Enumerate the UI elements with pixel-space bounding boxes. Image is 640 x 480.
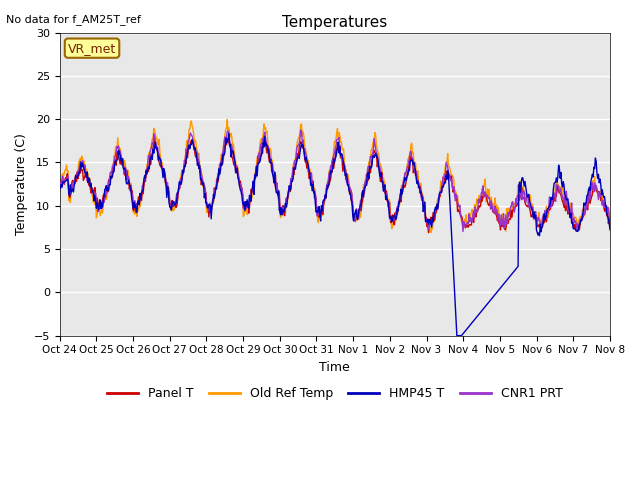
Panel T: [606, 221, 614, 227]
Old Ref Temp: [427, 229, 435, 235]
CNR1 PRT: [459, 228, 467, 234]
HMP45 T: [179, 176, 186, 181]
HMP45 T: [207, 216, 215, 222]
HMP45 T: [453, 333, 461, 338]
CNR1 PRT: [122, 168, 130, 174]
Old Ref Temp: [66, 194, 74, 200]
Panel T: [179, 174, 186, 180]
Panel T: [261, 132, 269, 138]
HMP45 T: [66, 193, 74, 199]
Line: Old Ref Temp: Old Ref Temp: [60, 120, 610, 232]
CNR1 PRT: [297, 127, 305, 133]
X-axis label: Time: Time: [319, 361, 350, 374]
Line: Panel T: Panel T: [60, 135, 610, 233]
Panel T: [207, 204, 215, 210]
Legend: Panel T, Old Ref Temp, HMP45 T, CNR1 PRT: Panel T, Old Ref Temp, HMP45 T, CNR1 PRT: [102, 382, 568, 405]
Panel T: [66, 195, 74, 201]
Old Ref Temp: [606, 222, 614, 228]
HMP45 T: [225, 131, 232, 137]
Title: Temperatures: Temperatures: [282, 15, 387, 30]
Text: VR_met: VR_met: [68, 42, 116, 55]
Panel T: [419, 197, 426, 203]
CNR1 PRT: [419, 193, 426, 199]
Old Ref Temp: [419, 192, 426, 197]
Old Ref Temp: [56, 177, 63, 183]
HMP45 T: [122, 180, 130, 186]
CNR1 PRT: [606, 216, 614, 222]
CNR1 PRT: [66, 192, 74, 198]
Panel T: [56, 178, 63, 184]
Panel T: [425, 230, 433, 236]
HMP45 T: [403, 178, 410, 183]
Text: No data for f_AM25T_ref: No data for f_AM25T_ref: [6, 14, 141, 25]
HMP45 T: [419, 194, 426, 200]
CNR1 PRT: [179, 168, 186, 173]
Old Ref Temp: [207, 204, 215, 209]
HMP45 T: [606, 227, 614, 233]
Panel T: [403, 176, 410, 182]
HMP45 T: [56, 184, 63, 190]
Old Ref Temp: [179, 171, 186, 177]
CNR1 PRT: [403, 168, 410, 174]
CNR1 PRT: [56, 184, 63, 190]
Old Ref Temp: [122, 169, 130, 175]
Panel T: [122, 177, 130, 182]
Old Ref Temp: [223, 117, 231, 122]
Line: HMP45 T: HMP45 T: [60, 134, 610, 336]
CNR1 PRT: [207, 208, 215, 214]
Line: CNR1 PRT: CNR1 PRT: [60, 130, 610, 231]
Old Ref Temp: [403, 170, 410, 176]
Y-axis label: Temperature (C): Temperature (C): [15, 133, 28, 235]
